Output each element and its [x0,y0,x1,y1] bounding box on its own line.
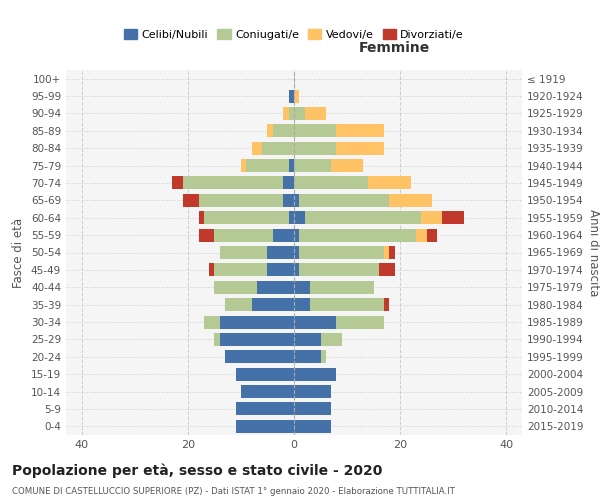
Bar [294,402,331,415]
Y-axis label: Anni di nascita: Anni di nascita [587,209,600,296]
Bar [220,333,294,346]
Bar [384,298,389,311]
Bar [337,316,384,328]
Bar [289,211,294,224]
Bar [294,246,299,259]
Bar [251,298,294,311]
Bar [268,264,294,276]
Bar [294,298,310,311]
Y-axis label: Fasce di età: Fasce di età [13,218,25,288]
Bar [268,246,294,259]
Bar [294,368,337,380]
Bar [368,176,410,190]
Bar [262,142,294,154]
Bar [251,142,262,154]
Bar [389,194,432,207]
Bar [294,350,320,364]
Bar [299,194,389,207]
Bar [289,90,294,102]
Bar [214,333,220,346]
Bar [225,350,294,364]
Bar [427,228,437,241]
Bar [331,159,363,172]
Bar [421,211,442,224]
Bar [299,264,379,276]
Bar [273,228,294,241]
Bar [389,246,395,259]
Bar [294,264,299,276]
Bar [294,124,337,138]
Bar [214,280,257,294]
Bar [220,316,294,328]
Bar [294,420,331,433]
Bar [416,228,427,241]
Bar [199,194,283,207]
Bar [225,298,251,311]
Bar [209,264,214,276]
Bar [236,402,294,415]
Text: Femmine: Femmine [359,42,430,56]
Bar [294,176,368,190]
Bar [199,228,214,241]
Bar [310,280,374,294]
Bar [289,159,294,172]
Bar [294,211,305,224]
Bar [283,176,294,190]
Bar [283,107,289,120]
Bar [220,246,268,259]
Bar [299,228,416,241]
Bar [246,159,289,172]
Bar [294,228,299,241]
Bar [305,211,421,224]
Bar [294,385,331,398]
Bar [204,211,289,224]
Bar [384,246,389,259]
Bar [337,124,384,138]
Bar [182,176,283,190]
Bar [182,194,199,207]
Bar [283,194,294,207]
Bar [294,159,331,172]
Bar [294,316,337,328]
Bar [199,211,204,224]
Bar [337,142,384,154]
Bar [204,316,220,328]
Bar [257,280,294,294]
Bar [268,124,273,138]
Bar [273,124,294,138]
Bar [236,420,294,433]
Bar [294,90,299,102]
Bar [310,298,384,311]
Bar [241,159,246,172]
Bar [320,350,326,364]
Bar [289,107,294,120]
Bar [379,264,395,276]
Text: COMUNE DI CASTELLUCCIO SUPERIORE (PZ) - Dati ISTAT 1° gennaio 2020 - Elaborazion: COMUNE DI CASTELLUCCIO SUPERIORE (PZ) - … [12,487,455,496]
Bar [294,333,320,346]
Bar [236,368,294,380]
Bar [214,228,273,241]
Bar [241,385,294,398]
Bar [214,264,268,276]
Legend: Celibi/Nubili, Coniugati/e, Vedovi/e, Divorziati/e: Celibi/Nubili, Coniugati/e, Vedovi/e, Di… [119,24,469,44]
Bar [305,107,326,120]
Bar [294,280,310,294]
Bar [442,211,464,224]
Text: Popolazione per età, sesso e stato civile - 2020: Popolazione per età, sesso e stato civil… [12,463,382,477]
Bar [294,142,337,154]
Bar [299,246,384,259]
Bar [172,176,182,190]
Bar [294,107,305,120]
Bar [294,194,299,207]
Bar [320,333,342,346]
